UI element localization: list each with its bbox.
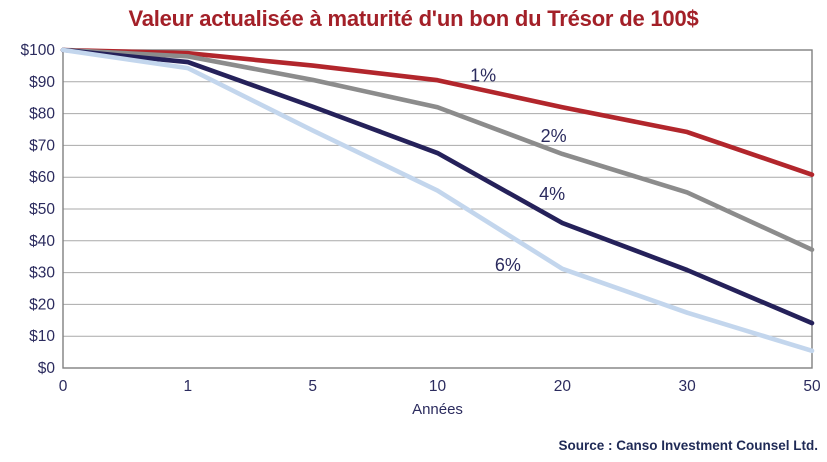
series-label-1%: 1%: [470, 65, 496, 85]
series-line-4%: [60, 47, 815, 326]
x-axis-title: Années: [412, 401, 463, 418]
y-tick-label: $100: [21, 42, 56, 59]
x-tick-label: 20: [554, 378, 572, 395]
chart-title: Valeur actualisée à maturité d'un bon du…: [128, 6, 699, 31]
x-tick-label: 1: [184, 378, 193, 395]
y-tick-label: $90: [29, 74, 55, 91]
y-tick-label: $70: [29, 137, 55, 154]
x-tick-label: 30: [679, 378, 697, 395]
y-tick-label: $50: [29, 201, 55, 218]
series-label-4%: 4%: [539, 184, 565, 204]
series-line-1%: [60, 47, 815, 177]
series-label-2%: 2%: [541, 126, 567, 146]
x-tick-label: 10: [429, 378, 447, 395]
series-line-6%: [60, 47, 815, 354]
y-tick-label: $40: [29, 233, 55, 250]
x-tick-label: 0: [59, 378, 68, 395]
x-tick-label: 50: [803, 378, 821, 395]
series-line-2%: [60, 47, 815, 253]
y-tick-label: $30: [29, 265, 55, 282]
source-credit: Source : Canso Investment Counsel Ltd.: [558, 438, 818, 453]
x-tick-label: 5: [308, 378, 317, 395]
y-tick-label: $80: [29, 106, 55, 123]
y-tick-label: $20: [29, 296, 55, 313]
y-tick-label: $60: [29, 169, 55, 186]
series-label-6%: 6%: [495, 255, 521, 275]
plot-border: [62, 49, 813, 369]
y-tick-label: $10: [29, 328, 55, 345]
y-tick-label: $0: [38, 360, 56, 377]
